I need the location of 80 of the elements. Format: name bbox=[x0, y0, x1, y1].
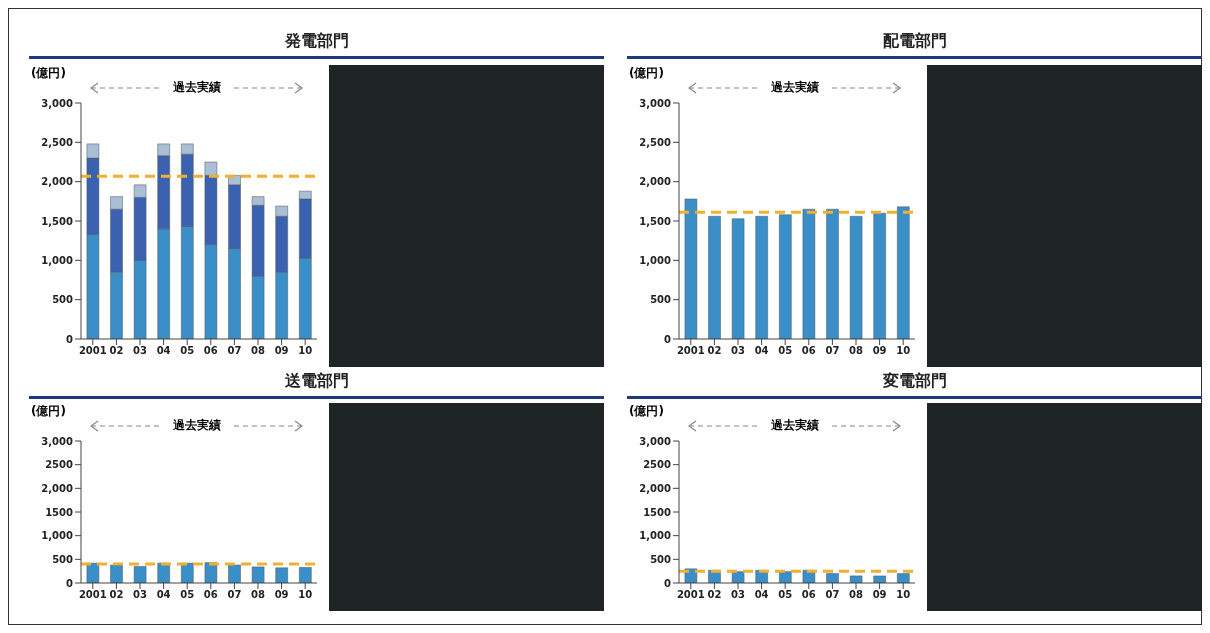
y-tick-label: 1,500 bbox=[639, 215, 672, 227]
x-tick-label: 2001 bbox=[78, 589, 107, 601]
chart-title: 送電部門 bbox=[29, 371, 604, 399]
chart-title: 変電部門 bbox=[627, 371, 1202, 399]
x-tick-label: 2001 bbox=[78, 345, 107, 357]
x-tick-label: 02 bbox=[707, 345, 722, 357]
x-tick-label: 03 bbox=[133, 345, 147, 357]
y-tick-label: 2,500 bbox=[41, 136, 74, 148]
x-tick-label: 02 bbox=[109, 589, 124, 601]
x-tick-label: 03 bbox=[133, 589, 147, 601]
x-tick-label: 09 bbox=[274, 589, 289, 601]
y-tick-label: 1,000 bbox=[639, 530, 672, 542]
x-tick-label: 03 bbox=[731, 589, 745, 601]
x-tick-label: 04 bbox=[754, 345, 769, 357]
x-tick-label: 03 bbox=[731, 345, 745, 357]
x-tick-label: 10 bbox=[298, 589, 313, 601]
y-tick-label: 1,000 bbox=[41, 530, 74, 542]
y-tick-label: 500 bbox=[52, 294, 74, 306]
x-tick-label: 06 bbox=[203, 345, 218, 357]
y-tick-label: 0 bbox=[66, 577, 74, 589]
x-tick-label: 09 bbox=[872, 345, 887, 357]
y-tick-label: 500 bbox=[650, 553, 672, 565]
y-tick-label: 3,000 bbox=[639, 97, 672, 109]
x-tick-label: 08 bbox=[849, 589, 863, 601]
x-tick-label: 04 bbox=[156, 589, 171, 601]
x-tick-label: 05 bbox=[180, 589, 195, 601]
x-tick-label: 07 bbox=[227, 345, 242, 357]
x-tick-label: 06 bbox=[801, 589, 816, 601]
x-tick-label: 10 bbox=[896, 345, 911, 357]
y-tick-label: 1500 bbox=[45, 506, 74, 518]
x-tick-label: 02 bbox=[707, 589, 722, 601]
x-tick-label: 09 bbox=[274, 345, 289, 357]
x-tick-label: 07 bbox=[227, 589, 242, 601]
x-tick-label: 2001 bbox=[676, 589, 705, 601]
y-tick-label: 0 bbox=[664, 333, 672, 345]
y-tick-label: 2,000 bbox=[41, 482, 74, 494]
y-tick-label: 2,000 bbox=[639, 482, 672, 494]
x-tick-label: 05 bbox=[778, 345, 793, 357]
y-tick-label: 2500 bbox=[643, 459, 672, 471]
x-tick-label: 07 bbox=[825, 589, 840, 601]
y-tick-label: 0 bbox=[664, 577, 672, 589]
x-tick-label: 04 bbox=[754, 589, 769, 601]
x-tick-label: 2001 bbox=[676, 345, 705, 357]
text: 過去実績 bbox=[171, 417, 222, 434]
chart-title: 配電部門 bbox=[627, 31, 1202, 59]
y-tick-label: 2,500 bbox=[639, 136, 672, 148]
y-tick-label: 3,000 bbox=[639, 435, 672, 447]
y-tick-label: 0 bbox=[66, 333, 74, 345]
y-tick-label: 3,000 bbox=[41, 97, 74, 109]
x-tick-label: 08 bbox=[251, 589, 265, 601]
text: 過去実績 bbox=[769, 417, 820, 434]
x-tick-label: 10 bbox=[298, 345, 313, 357]
y-axis-title: (億円) bbox=[31, 403, 66, 420]
x-tick-label: 07 bbox=[825, 345, 840, 357]
x-tick-label: 02 bbox=[109, 345, 124, 357]
y-tick-label: 2500 bbox=[45, 459, 74, 471]
y-tick-label: 500 bbox=[650, 294, 672, 306]
y-axis-title: (億円) bbox=[31, 65, 66, 82]
text: 過去実績 bbox=[171, 79, 222, 96]
x-tick-label: 08 bbox=[251, 345, 265, 357]
text: 過去実績 bbox=[769, 79, 820, 96]
y-tick-label: 1,500 bbox=[41, 215, 74, 227]
y-tick-label: 1,000 bbox=[41, 254, 74, 266]
y-tick-label: 2,000 bbox=[41, 176, 74, 188]
y-tick-label: 500 bbox=[52, 553, 74, 565]
x-tick-label: 05 bbox=[778, 589, 793, 601]
x-tick-label: 06 bbox=[203, 589, 218, 601]
y-axis-title: (億円) bbox=[629, 403, 664, 420]
chart-title: 発電部門 bbox=[29, 31, 604, 59]
x-tick-label: 10 bbox=[896, 589, 911, 601]
x-tick-label: 05 bbox=[180, 345, 195, 357]
x-tick-label: 08 bbox=[849, 345, 863, 357]
y-tick-label: 3,000 bbox=[41, 435, 74, 447]
x-tick-label: 06 bbox=[801, 345, 816, 357]
y-tick-label: 1,000 bbox=[639, 254, 672, 266]
y-axis-title: (億円) bbox=[629, 65, 664, 82]
x-tick-label: 04 bbox=[156, 345, 171, 357]
y-tick-label: 1500 bbox=[643, 506, 672, 518]
x-tick-label: 09 bbox=[872, 589, 887, 601]
y-tick-label: 2,000 bbox=[639, 176, 672, 188]
